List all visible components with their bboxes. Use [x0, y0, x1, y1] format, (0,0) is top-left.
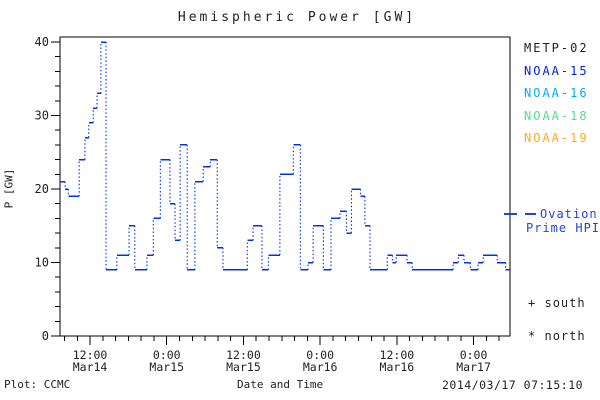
x-tick-time-label: 0:00: [153, 348, 181, 362]
legend-item-noaa19: NOAA-19: [524, 131, 589, 145]
north-marker-legend: * north: [528, 329, 586, 343]
x-tick-date-label: Mar16: [380, 360, 415, 374]
x-axis-title: Date and Time: [237, 378, 324, 391]
plot-source-label: Plot: CCMC: [4, 378, 71, 391]
north-label: north: [544, 329, 586, 343]
ovation-legend-label-line2: Prime HPI: [526, 221, 600, 235]
plot-timestamp: 2014/03/17 07:15:10: [442, 378, 584, 392]
plot-border: [59, 36, 511, 337]
y-tick-label: 10: [35, 256, 49, 270]
y-tick-label: 30: [35, 109, 49, 123]
x-tick-date-label: Mar16: [303, 360, 338, 374]
legend-item-metp02: METP-02: [524, 41, 589, 55]
x-tick-date-label: Mar15: [226, 360, 261, 374]
y-tick-label: 0: [42, 329, 49, 343]
x-tick-date-label: Mar14: [73, 360, 108, 374]
y-tick-label: 20: [35, 182, 49, 196]
x-tick-time-label: 0:00: [460, 348, 488, 362]
satellite-legend: METP-02 NOAA-15 NOAA-16 NOAA-18 NOAA-19: [524, 41, 589, 154]
legend-item-noaa16: NOAA-16: [524, 86, 589, 100]
y-axis-title: P [GW]: [2, 168, 16, 209]
x-tick-date-label: Mar15: [149, 360, 184, 374]
x-tick-time-label: 12:00: [380, 348, 415, 362]
x-tick-date-label: Mar17: [456, 360, 491, 374]
legend-item-noaa18: NOAA-18: [524, 108, 589, 123]
ovation-legend-dash-icon: [525, 213, 536, 215]
x-tick-time-label: 12:00: [226, 348, 261, 362]
south-label: south: [544, 296, 586, 310]
ovation-legend-dash-icon: [504, 213, 517, 215]
y-tick-label: 40: [35, 35, 49, 49]
x-tick-time-label: 12:00: [73, 348, 108, 362]
x-tick-time-label: 0:00: [306, 348, 334, 362]
chart-title: Hemispheric Power [GW]: [177, 10, 417, 25]
ovation-legend-label-line1: Ovation: [540, 207, 598, 221]
south-marker-legend: + south: [528, 296, 586, 310]
legend-item-noaa15: NOAA-15: [524, 63, 589, 78]
plus-icon: +: [528, 296, 537, 310]
asterisk-icon: *: [528, 329, 537, 343]
